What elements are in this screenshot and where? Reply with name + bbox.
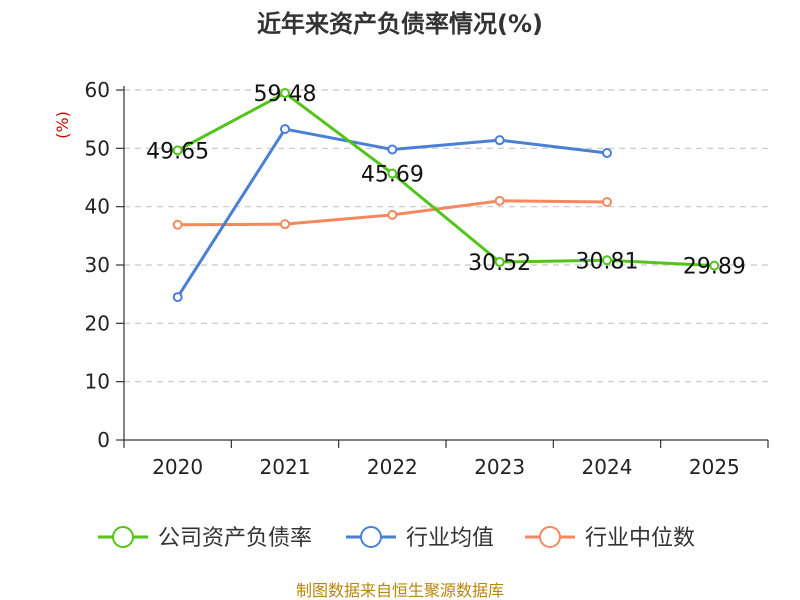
legend-item-0[interactable]: 公司资产负债率 [98,526,312,551]
chart-title: 近年来资产负债率情况(%) [257,10,543,38]
data-point[interactable] [172,145,183,156]
series-lines [172,88,720,303]
x-tick-label: 2023 [474,455,525,479]
data-label: 59.48 [254,82,317,107]
data-point[interactable] [709,260,720,271]
data-point[interactable] [602,255,612,266]
data-label: 45.69 [361,162,424,187]
legend-label: 行业均值 [406,526,494,551]
legend-item-2[interactable]: 行业中位数 [525,526,695,551]
y-tick-label: 10 [85,370,110,394]
y-axis-label: (%) [53,111,72,139]
data-point[interactable] [280,88,290,99]
x-tick-label: 2025 [689,455,740,479]
data-point[interactable] [387,209,398,220]
data-point[interactable] [494,195,505,206]
y-tick-label: 20 [85,311,110,335]
source-note: 制图数据来自恒生聚源数据库 [296,581,504,600]
x-tick-label: 2020 [152,455,203,479]
series-line [176,91,715,268]
legend-marker [539,526,561,548]
legend-marker [112,526,134,548]
data-point[interactable] [280,219,290,230]
data-labels: 49.65 59.48 45.69 30.52 30.81 29.89 [146,82,746,280]
series-1 [172,124,612,303]
data-point[interactable] [602,197,612,207]
series-2 [172,195,612,230]
x-tick-label: 2022 [367,455,418,479]
data-point[interactable] [602,148,612,158]
y-tick-label: 50 [85,136,110,160]
y-tick-label: 60 [85,78,110,102]
legend-item-1[interactable]: 行业均值 [346,526,494,551]
x-tick-label: 2021 [260,455,311,479]
series-0 [172,88,720,271]
data-label: 30.81 [576,249,639,274]
legend-label: 公司资产负债率 [158,526,312,551]
y-tick-label: 40 [85,195,110,219]
data-label: 49.65 [146,139,209,164]
grid-lines [124,89,768,383]
legend[interactable]: 公司资产负债率 行业均值 行业中位数 [98,526,695,551]
y-tick-label: 30 [85,253,110,277]
y-tick-label: 0 [97,428,110,452]
data-label: 29.89 [683,255,746,280]
data-point[interactable] [280,124,290,135]
data-label: 30.52 [468,251,531,276]
data-point[interactable] [387,144,398,155]
axes: 0 10 20 30 40 50 60 2020 2021 2022 2023 2024 2025 [85,78,769,479]
data-point[interactable] [494,256,505,267]
legend-label: 行业中位数 [585,526,695,551]
x-tick-label: 2024 [582,455,633,479]
data-point[interactable] [172,219,183,230]
data-point[interactable] [494,135,505,146]
data-point[interactable] [172,292,183,303]
data-point[interactable] [387,168,398,179]
legend-marker [360,526,382,548]
